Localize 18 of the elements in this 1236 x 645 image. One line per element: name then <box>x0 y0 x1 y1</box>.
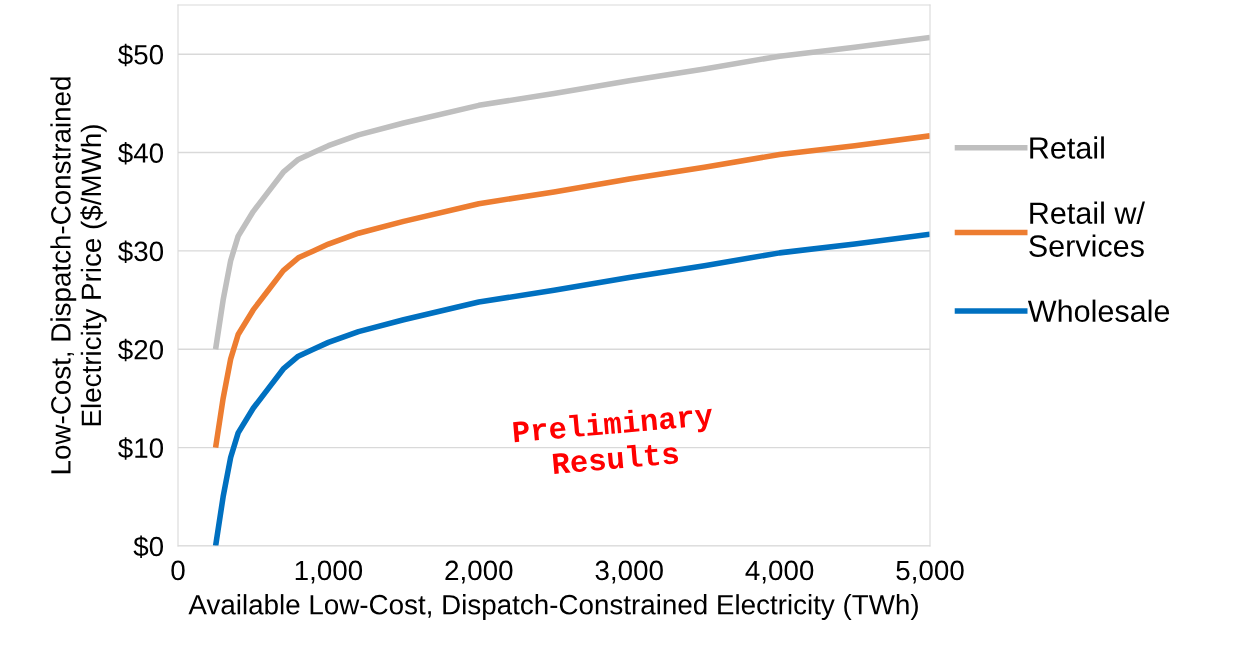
annotation: Preliminary Results <box>512 402 714 475</box>
x-tick-label: 4,000 <box>745 560 814 584</box>
x-tick-label: 3,000 <box>595 560 663 584</box>
x-tick-label: 2,000 <box>445 560 513 584</box>
x-tick-label: 1,000 <box>295 560 363 584</box>
y-tick-label: $40 <box>118 142 164 165</box>
legend-label: Retail <box>1030 136 1104 159</box>
x-tick-label: 5,000 <box>896 560 964 584</box>
y-tick-label: $30 <box>118 240 164 263</box>
y-tick-label: $0 <box>133 535 164 558</box>
legend-label: Retail w/ Services <box>1029 201 1145 257</box>
x-tick-label: 0 <box>171 560 185 581</box>
x-axis-title: Available Low-Cost, Dispatch-Constrained Electricity (TWh) <box>188 594 918 621</box>
legend-label: Wholesale <box>1027 299 1170 323</box>
y-tick-label: $10 <box>118 437 164 460</box>
y-tick-label: $50 <box>118 43 164 67</box>
y-tick-label: $20 <box>118 338 164 362</box>
y-axis-title: Low-Cost, Dispatch-Constrained Electricity Price ($/MWh) <box>50 77 107 474</box>
